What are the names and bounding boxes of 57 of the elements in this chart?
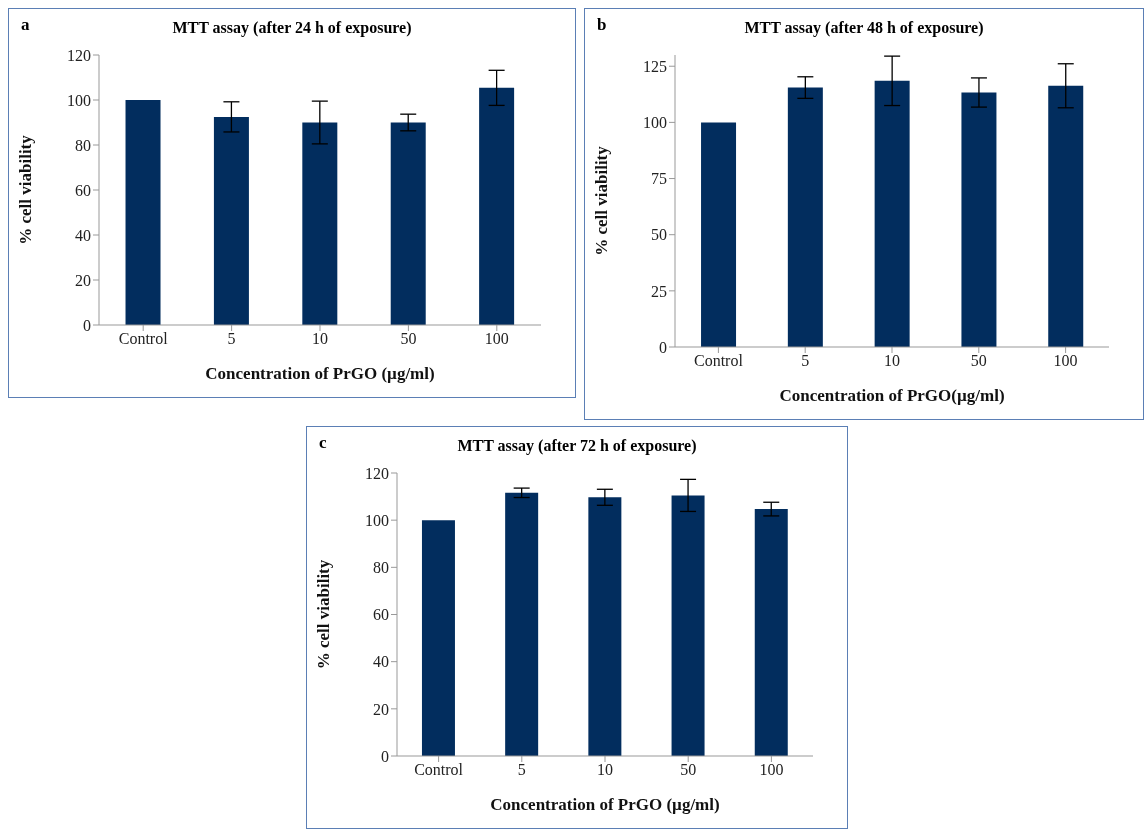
bar [390, 122, 426, 325]
chart-title: MTT assay (after 24 h of exposure) [172, 19, 412, 36]
y-tick-label: 50 [651, 226, 667, 244]
x-tick-label: 50 [400, 330, 417, 348]
y-tick-label: 125 [643, 57, 667, 75]
y-tick-label: 75 [651, 170, 667, 188]
x-tick-label: 10 [597, 761, 613, 779]
y-tick-label: 120 [365, 464, 389, 482]
y-tick-label: 100 [643, 114, 667, 132]
y-tick-label: 0 [381, 747, 389, 765]
x-axis-title: Concentration of PrGO (µg/ml) [490, 795, 720, 815]
x-tick-label: 100 [484, 330, 509, 348]
y-tick-label: 0 [83, 316, 91, 334]
bar [302, 122, 338, 325]
chart-title: MTT assay (after 72 h of exposure) [457, 437, 697, 454]
y-tick-label: 100 [67, 91, 91, 109]
x-tick-label: Control [118, 330, 169, 348]
bar [961, 92, 997, 347]
y-tick-label: 20 [373, 700, 389, 718]
x-tick-label: Control [414, 761, 464, 779]
y-tick-label: 120 [67, 46, 91, 64]
y-tick-label: 80 [75, 136, 91, 154]
bar [701, 122, 737, 347]
bar [479, 87, 515, 325]
x-tick-label: 10 [884, 352, 900, 370]
x-tick-label: 50 [680, 761, 697, 779]
x-tick-label: Control [693, 352, 744, 370]
x-tick-label: 100 [759, 761, 784, 779]
y-tick-label: 40 [75, 226, 91, 244]
x-tick-label: 5 [801, 352, 810, 370]
y-tick-label: 25 [651, 282, 667, 300]
x-tick-label: 5 [517, 761, 526, 779]
text: a [21, 15, 30, 35]
y-axis-title: % cell viability [592, 145, 612, 256]
text: c [319, 433, 327, 453]
y-tick-label: 60 [75, 181, 91, 199]
bar [125, 100, 161, 325]
bar [213, 116, 249, 325]
x-tick-label: 50 [970, 352, 987, 370]
bar [1048, 85, 1084, 347]
y-axis-title: % cell viability [314, 559, 334, 670]
y-tick-label: 100 [365, 511, 389, 529]
y-tick-label: 60 [373, 606, 389, 624]
y-tick-label: 80 [373, 559, 389, 577]
bar [874, 80, 910, 347]
x-axis-title: Concentration of PrGO (µg/ml) [205, 364, 435, 384]
x-tick-label: 10 [312, 330, 328, 348]
text: b [597, 15, 607, 35]
y-axis-title: % cell viability [16, 134, 36, 245]
chart-title: MTT assay (after 48 h of exposure) [744, 19, 984, 36]
x-tick-label: 5 [227, 330, 236, 348]
x-tick-label: 100 [1053, 352, 1078, 370]
y-tick-label: 20 [75, 271, 91, 289]
y-tick-label: 40 [373, 653, 389, 671]
y-tick-label: 0 [659, 338, 667, 356]
bar [787, 87, 823, 347]
x-axis-title: Concentration of PrGO(µg/ml) [779, 386, 1005, 406]
